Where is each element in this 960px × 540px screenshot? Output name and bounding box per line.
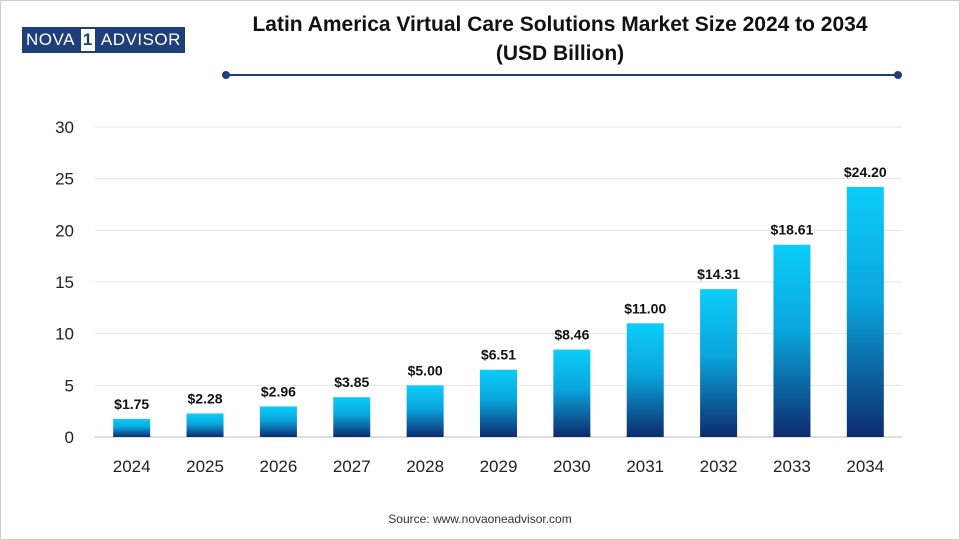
data-label: $8.46	[554, 327, 589, 343]
y-axis: 0 5 10 15 20 25 30	[55, 118, 74, 447]
y-tick-label: 0	[65, 428, 74, 447]
bar	[700, 289, 738, 437]
brand-logo-part1: NOVA	[22, 27, 79, 53]
y-tick-label: 15	[55, 273, 74, 292]
x-tick-label: 2025	[186, 457, 224, 476]
x-tick-label: 2028	[406, 457, 444, 476]
data-label: $2.96	[261, 383, 296, 399]
y-tick-label: 20	[55, 221, 74, 240]
brand-logo-part2: ADVISOR	[96, 27, 185, 53]
chart-title: Latin America Virtual Care Solutions Mar…	[190, 10, 930, 68]
bars	[113, 186, 884, 437]
bar	[406, 385, 444, 437]
data-label: $11.00	[624, 300, 666, 316]
data-label: $6.51	[481, 347, 516, 363]
x-axis: 2024 2025 2026 2027 2028 2029 2030 2031 2032 2033…	[113, 457, 884, 476]
x-tick-label: 2030	[553, 457, 591, 476]
title-underline	[222, 71, 902, 79]
x-tick-label: 2032	[700, 457, 738, 476]
x-tick-label: 2024	[113, 457, 151, 476]
underline-dot-right	[894, 71, 902, 79]
brand-logo: NOVA 1 ADVISOR	[22, 27, 185, 53]
bar	[773, 244, 811, 437]
bar	[480, 369, 517, 437]
x-tick-label: 2027	[333, 457, 371, 476]
data-label: $1.75	[114, 396, 149, 412]
data-label: $3.85	[334, 374, 369, 390]
y-tick-label: 10	[55, 325, 74, 344]
bar	[846, 186, 884, 437]
underline-dot-left	[222, 71, 230, 79]
x-tick-label: 2026	[259, 457, 297, 476]
brand-logo-mark: 1	[78, 27, 97, 53]
x-tick-label: 2033	[773, 457, 811, 476]
data-label: $2.28	[188, 390, 223, 406]
y-tick-label: 30	[55, 118, 74, 137]
chart-title-line1: Latin America Virtual Care Solutions Mar…	[252, 13, 868, 36]
bar	[626, 323, 664, 437]
data-label: $18.61	[771, 222, 814, 238]
y-tick-label: 25	[55, 170, 74, 189]
bar	[113, 418, 151, 437]
bar	[333, 397, 371, 437]
data-label: $5.00	[408, 362, 443, 378]
source-note: Source: www.novaoneadvisor.com	[388, 512, 572, 526]
bar	[259, 406, 297, 437]
y-tick-label: 5	[65, 376, 74, 395]
x-tick-label: 2029	[480, 457, 518, 476]
data-label: $24.20	[844, 164, 887, 180]
x-tick-label: 2034	[846, 457, 884, 476]
x-tick-label: 2031	[626, 457, 664, 476]
chart-title-line2: (USD Billion)	[495, 42, 625, 65]
data-labels: $1.75 $2.28 $2.96 $3.85 $5.00 $6.51 $8.46 $11.0…	[114, 164, 887, 412]
bar	[553, 349, 591, 437]
data-label: $14.31	[697, 266, 740, 282]
bar	[186, 413, 224, 437]
